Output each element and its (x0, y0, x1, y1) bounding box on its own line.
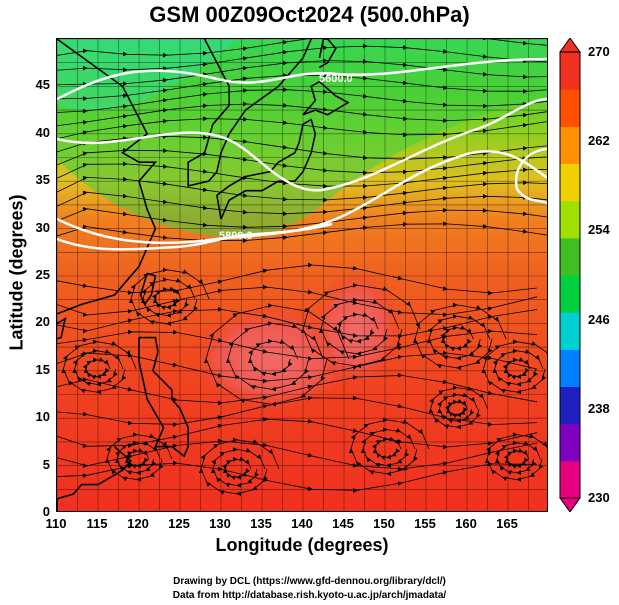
credit-data: Data from http://database.rish.kyoto-u.a… (172, 590, 447, 601)
y-axis-title: Latitude (degrees) (6, 194, 27, 351)
x-tick-label: 125 (168, 516, 190, 531)
x-tick-label: 130 (209, 516, 231, 531)
x-tick-label: 155 (414, 516, 436, 531)
x-tick-label: 120 (127, 516, 149, 531)
contour-label-5600: 5600.0 (319, 73, 353, 85)
x-axis-title: Longitude (degrees) (215, 535, 389, 555)
colorbar-tick-label: 254 (588, 222, 610, 238)
y-tick-label: 0 (42, 504, 50, 519)
y-tick-label: 20 (35, 314, 50, 330)
coastlines (57, 39, 350, 511)
contour-closed-line (514, 147, 547, 205)
y-tick-label: 40 (35, 124, 50, 140)
x-tick-label: 140 (291, 516, 313, 531)
credit-drawing: Drawing by DCL (https://www.gfd-dennou.o… (173, 576, 446, 587)
y-tick-label: 30 (35, 219, 50, 235)
y-tick-label: 15 (35, 361, 50, 377)
x-tick-label: 145 (332, 516, 354, 531)
colorbar (559, 38, 581, 512)
streamlines (57, 39, 547, 497)
y-tick-label: 10 (35, 409, 50, 425)
y-tick-label: 45 (35, 77, 50, 93)
y-tick-label: 25 (35, 267, 50, 282)
colorbar-tick-label: 270 (588, 44, 610, 59)
x-tick-label: 160 (455, 516, 477, 531)
contour-5640-line (57, 97, 547, 192)
x-tick-label: 135 (250, 516, 272, 531)
height-contours: 5600.0 5800.0 (57, 57, 547, 251)
x-tick-label: 115 (86, 516, 108, 531)
y-tick-label: 35 (35, 172, 50, 188)
contour-5800-line (57, 222, 333, 251)
x-tick-label: 165 (496, 516, 518, 531)
temperature-map: 5600.0 5800.0 (57, 39, 547, 511)
y-tick-label: 5 (42, 456, 50, 472)
colorbar-tick-label: 230 (588, 490, 610, 505)
contour-5700-line (57, 150, 547, 245)
contour-label-5800: 5800.0 (219, 230, 253, 242)
map-plot-area: 5600.0 5800.0 (56, 38, 548, 512)
x-tick-label: 110 (45, 516, 67, 531)
x-tick-label: 150 (373, 516, 395, 531)
contour-5600-line (57, 57, 547, 101)
page-title: GSM 00Z09Oct2024 (500.0hPa) (149, 2, 470, 27)
colorbar-tick-label: 262 (588, 133, 610, 149)
colorbar-tick-label: 246 (588, 311, 610, 327)
colorbar-tick-label: 238 (588, 400, 610, 416)
